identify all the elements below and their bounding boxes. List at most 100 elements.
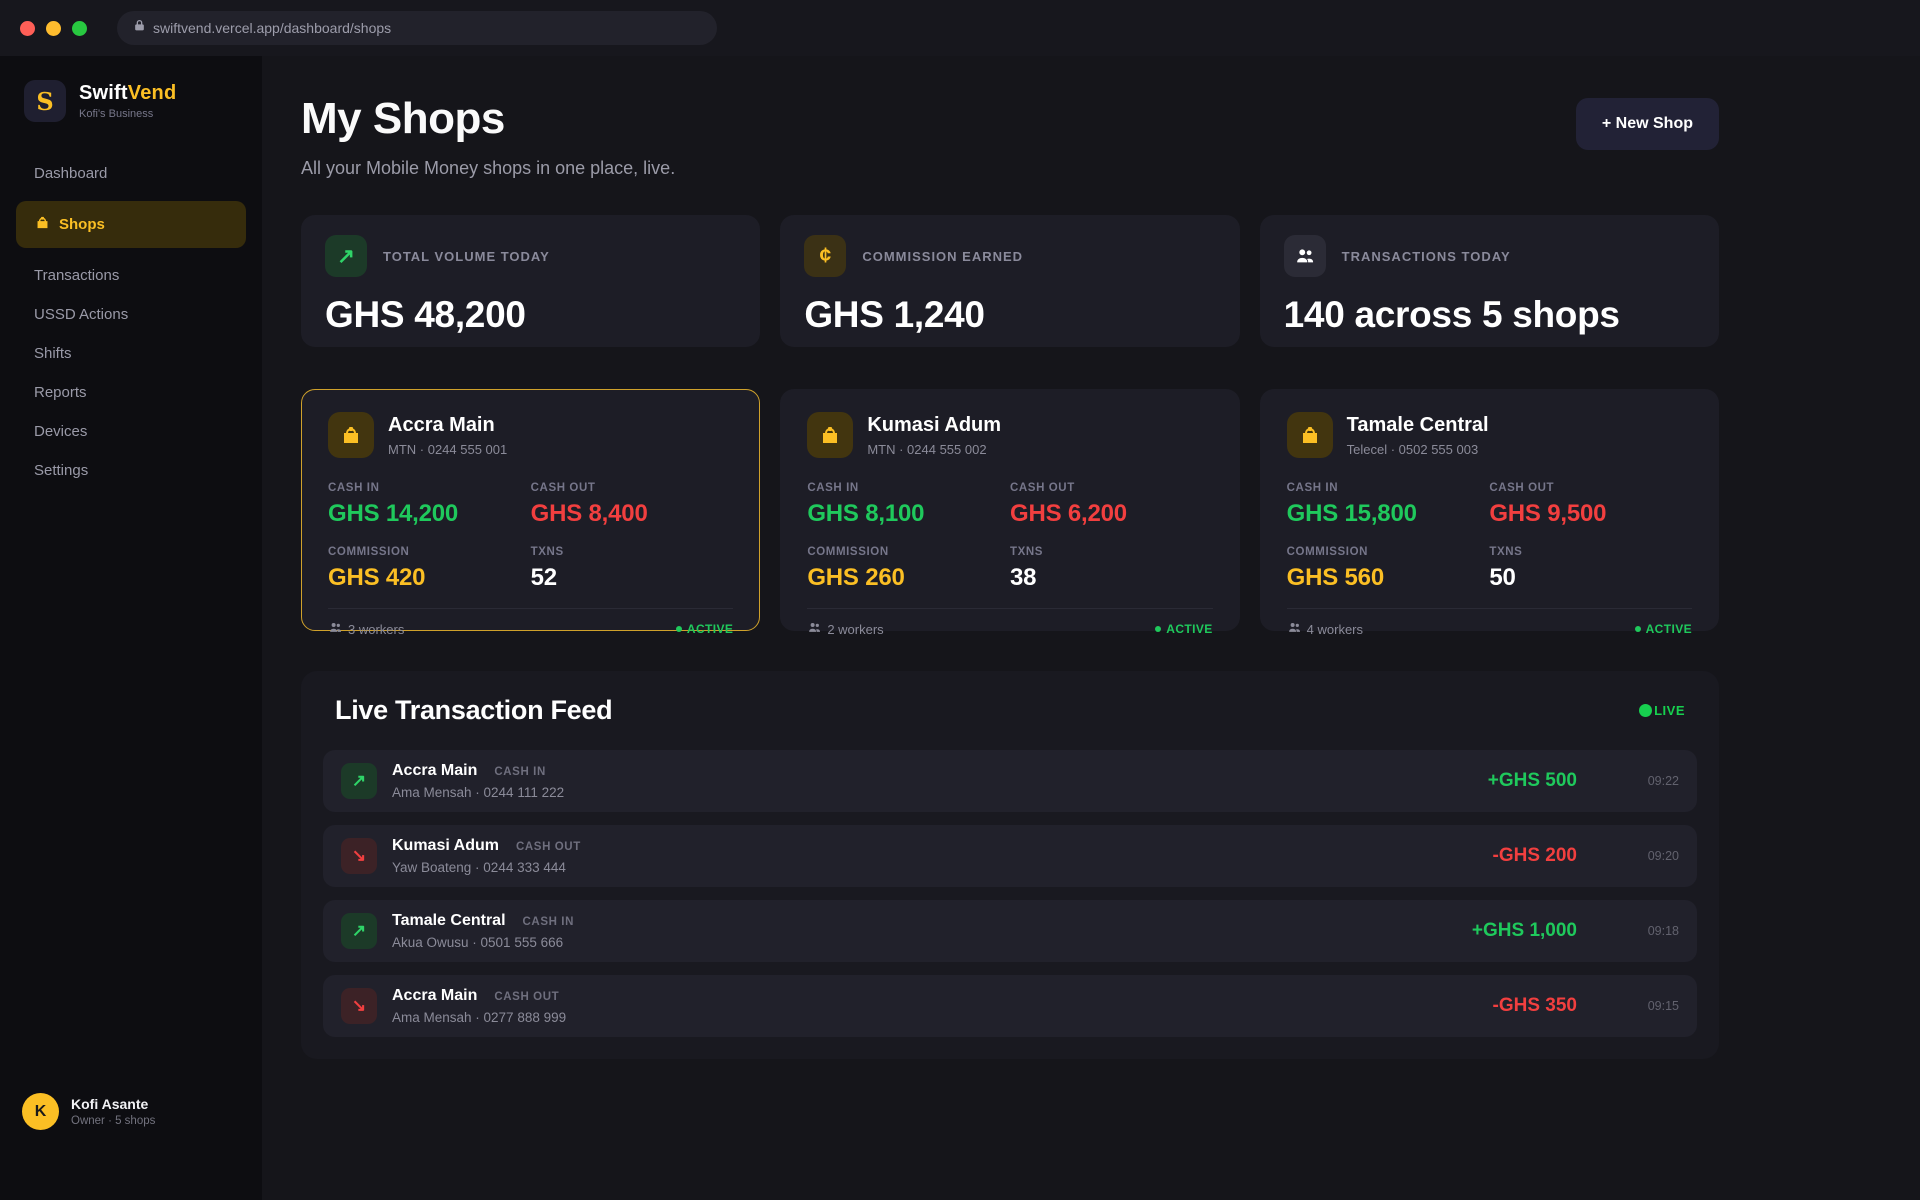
sidebar-item-dashboard[interactable]: Dashboard [34,165,108,182]
trend-down-icon: ↘ [341,988,377,1024]
commission-value: GHS 560 [1286,564,1385,591]
txns-label: TXNS [1489,546,1523,558]
shop-icon [807,412,854,458]
workers-icon [807,620,822,638]
shop-name: Accra Main [388,413,495,436]
shop-network: Telecel · 0502 555 003 [1346,441,1479,457]
commission-value: GHS 420 [328,564,426,591]
minimize-window-button[interactable] [46,20,61,36]
shops-row: Accra Main MTN · 0244 555 001 CASH IN GH… [301,389,1719,637]
transaction-shop: Accra Main [392,987,478,1004]
page-title: My Shops [301,94,505,143]
shop-card-accra-main[interactable]: Accra Main MTN · 0244 555 001 CASH IN GH… [301,389,761,637]
new-shop-button[interactable]: + New Shop [1575,98,1719,150]
transaction-row: ↗ Tamale Central CASH IN Akua Owusu · 05… [323,900,1697,962]
commission-label: COMMISSION [807,546,889,558]
cash-out-label: CASH OUT [1489,482,1555,494]
close-window-button[interactable] [20,20,35,36]
user-meta: Owner · 5 shops [71,1115,156,1127]
user-profile[interactable]: K Kofi Asante Owner · 5 shops [0,1093,262,1130]
workers-count: 3 workers [328,620,404,638]
page-subtitle: All your Mobile Money shops in one place… [301,158,676,178]
stat-card-total-volume: ↗ TOTAL VOLUME TODAY GHS 48,200 [301,215,761,347]
transaction-type: CASH IN [522,916,575,928]
stat-card-transactions: TRANSACTIONS TODAY 140 across 5 shops [1259,215,1719,347]
trend-up-icon: ↗ [325,235,367,277]
stat-value: 140 across 5 shops [1283,294,1620,335]
workers-count: 4 workers [1287,620,1363,638]
sidebar-item-transactions[interactable]: Transactions [34,267,120,284]
trend-up-icon: ↗ [341,913,377,949]
sidebar: S SwiftVend Kofi's Business Dashboard Sh… [0,56,262,1200]
shop-card-kumasi-adum[interactable]: Kumasi Adum MTN · 0244 555 002 CASH IN G… [780,389,1240,637]
cedi-icon: ¢ [804,235,847,277]
sidebar-item-ussd-actions[interactable]: USSD Actions [34,306,129,323]
transaction-shop: Accra Main [392,762,478,779]
cash-out-value: GHS 8,400 [530,500,648,527]
transaction-shop: Kumasi Adum [392,837,499,854]
transaction-row: ↘ Accra Main CASH OUT Ama Mensah · 0277 … [323,975,1697,1037]
brand-name: SwiftVend [79,82,177,104]
brand-subtitle: Kofi's Business [79,108,154,120]
transaction-amount: +GHS 1,000 [1471,920,1577,941]
stat-value: GHS 48,200 [325,294,526,335]
transaction-shop: Tamale Central [392,912,506,929]
cash-out-label: CASH OUT [1009,482,1075,494]
shop-icon [1286,412,1333,458]
workers-count: 2 workers [807,620,884,638]
status-dot-icon [1634,626,1641,632]
browser-topbar: swiftvend.vercel.app/dashboard/shops [0,0,1920,56]
feed-title: Live Transaction Feed [335,695,613,725]
transaction-time: 09:20 [1647,849,1679,863]
stat-label: TRANSACTIONS TODAY [1341,248,1511,264]
user-name: Kofi Asante [71,1096,149,1112]
trend-down-icon: ↘ [341,838,377,874]
shop-card-tamale-central[interactable]: Tamale Central Telecel · 0502 555 003 CA… [1259,389,1719,637]
url-text: swiftvend.vercel.app/dashboard/shops [153,20,392,36]
sidebar-item-settings[interactable]: Settings [34,462,89,479]
txns-value: 38 [1009,564,1037,591]
shop-icon [34,214,51,235]
cash-in-value: GHS 15,800 [1286,500,1417,527]
txns-value: 52 [530,564,557,591]
commission-label: COMMISSION [1286,546,1369,558]
cash-in-label: CASH IN [807,482,859,494]
shop-icon [328,412,374,458]
commission-value: GHS 260 [807,564,905,591]
transaction-time: 09:22 [1647,774,1679,788]
transaction-person: Ama Mensah · 0244 111 222 [392,785,565,800]
transaction-row: ↗ Accra Main CASH IN Ama Mensah · 0244 1… [323,750,1697,812]
txns-label: TXNS [530,546,564,558]
transaction-person: Akua Owusu · 0501 555 666 [392,935,564,950]
avatar: K [22,1093,59,1130]
live-dot-icon [1639,704,1653,717]
trend-up-icon: ↗ [341,763,377,799]
transaction-person: Ama Mensah · 0277 888 999 [392,1010,567,1025]
stats-row: ↗ TOTAL VOLUME TODAY GHS 48,200 ¢ COMMIS… [301,215,1719,347]
status-badge: ACTIVE [1634,622,1692,636]
cash-in-value: GHS 14,200 [328,500,459,527]
cash-in-label: CASH IN [1286,482,1339,494]
live-indicator: LIVE [1639,703,1685,718]
shop-name: Tamale Central [1346,413,1489,436]
sidebar-item-shops[interactable]: Shops [16,201,246,248]
transaction-amount: +GHS 500 [1487,770,1577,791]
main-content: My Shops All your Mobile Money shops in … [262,56,1920,1200]
cash-out-value: GHS 6,200 [1009,500,1127,527]
maximize-window-button[interactable] [72,20,87,36]
transaction-amount: -GHS 350 [1492,995,1577,1016]
address-bar[interactable]: swiftvend.vercel.app/dashboard/shops [117,11,717,45]
stat-card-commission: ¢ COMMISSION EARNED GHS 1,240 [780,215,1240,347]
users-icon [1283,235,1326,277]
status-badge: ACTIVE [1155,622,1212,636]
status-dot-icon [1155,626,1162,632]
cash-out-value: GHS 9,500 [1489,500,1607,527]
sidebar-item-shifts[interactable]: Shifts [34,345,72,362]
shop-network: MTN · 0244 555 002 [867,441,987,457]
sidebar-nav: Dashboard Shops Transactions USSD Action… [0,156,262,488]
lock-icon [133,19,146,37]
sidebar-item-devices[interactable]: Devices [34,423,88,440]
sidebar-item-reports[interactable]: Reports [34,384,87,401]
stat-label: TOTAL VOLUME TODAY [383,248,550,264]
live-transaction-feed: Live Transaction Feed LIVE ↗ Accra Main … [301,671,1719,1059]
